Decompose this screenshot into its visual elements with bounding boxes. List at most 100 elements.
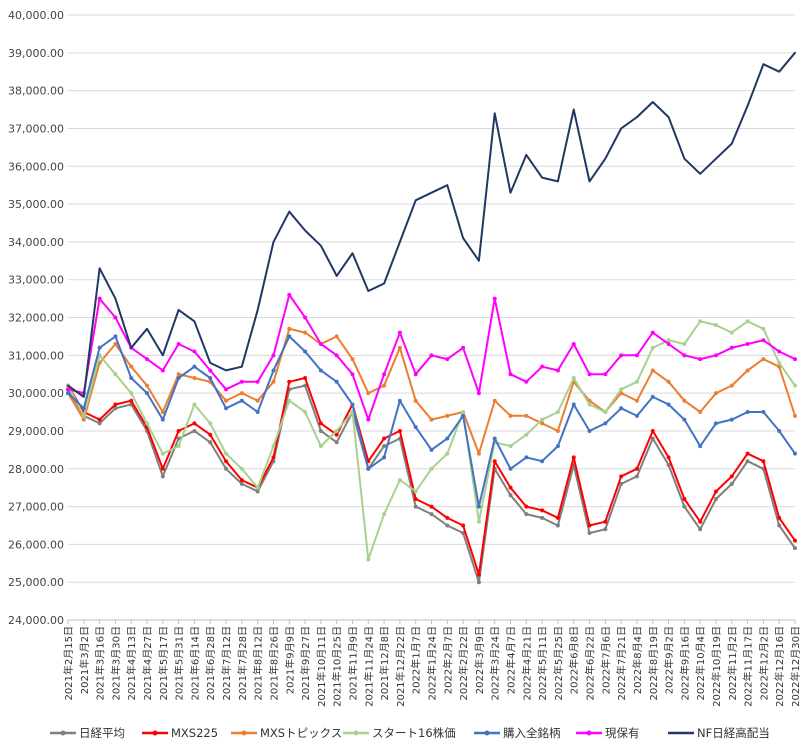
data-point <box>445 451 450 456</box>
data-point <box>445 436 450 441</box>
data-point <box>192 376 197 380</box>
y-axis-tick-labels: 24,000.00 25,000.00 26,000.00 27,000.00 28,0… <box>8 9 64 627</box>
series-2 <box>66 376 797 577</box>
gridlines <box>68 14 795 621</box>
data-point <box>397 345 402 350</box>
legend-item: 現保有 <box>576 726 640 740</box>
data-point <box>666 455 671 460</box>
x-tick-label: 2022年4月7日 <box>505 626 518 694</box>
data-point <box>587 531 592 536</box>
data-point <box>524 379 529 384</box>
data-point <box>666 341 671 346</box>
data-point <box>255 489 260 494</box>
data-point <box>729 345 734 350</box>
data-point <box>745 341 750 346</box>
series-4 <box>66 319 797 562</box>
data-point <box>318 341 323 346</box>
data-point <box>777 515 782 520</box>
data-point <box>761 338 766 343</box>
data-point <box>303 383 308 388</box>
data-point <box>113 406 118 411</box>
x-tick-label: 2022年1月24日 <box>426 626 439 701</box>
data-point <box>382 372 387 377</box>
data-point <box>97 296 102 301</box>
data-point <box>508 372 513 377</box>
legend-marker <box>152 730 158 736</box>
data-point <box>540 421 545 426</box>
data-point <box>239 478 244 483</box>
data-point <box>793 538 797 543</box>
data-point <box>334 428 339 433</box>
y-tick-label: 38,000.00 <box>8 85 64 98</box>
x-tick-label: 2021年9月27日 <box>299 626 312 701</box>
data-point <box>698 444 703 449</box>
data-point <box>476 451 481 456</box>
legend-label: 購入全銘柄 <box>503 726 561 740</box>
x-tick-label: 2021年3月2日 <box>78 626 91 694</box>
data-point <box>97 345 102 350</box>
data-point <box>271 353 276 358</box>
data-point <box>382 512 387 517</box>
data-point <box>650 368 655 373</box>
data-point <box>66 391 70 396</box>
data-point <box>350 357 355 362</box>
data-point <box>208 421 213 426</box>
x-tick-label: 2021年3月30日 <box>109 626 122 701</box>
data-point <box>508 485 513 490</box>
data-point <box>713 497 718 501</box>
data-point <box>160 474 165 479</box>
data-point <box>476 580 481 585</box>
data-point <box>461 345 466 350</box>
x-tick-label: 2022年12月2日 <box>757 626 770 701</box>
x-axis-tick-labels: 2021年2月15日 2021年3月2日 2021年3月16日 2021年3月30日 2… <box>62 620 800 707</box>
x-tick-label: 2022年5月25日 <box>552 626 565 701</box>
data-point <box>682 353 687 358</box>
data-point <box>492 436 497 441</box>
x-tick-label: 2022年7月21日 <box>615 626 628 701</box>
data-point <box>224 466 229 471</box>
x-tick-label: 2022年3月9日 <box>473 626 486 694</box>
data-point <box>303 315 308 320</box>
data-point <box>461 531 466 536</box>
data-point <box>729 481 734 486</box>
data-point <box>713 391 718 396</box>
data-point <box>666 402 671 407</box>
data-point <box>745 451 750 456</box>
legend-marker <box>586 730 592 736</box>
data-point <box>113 334 118 339</box>
data-point <box>476 519 481 524</box>
data-point <box>429 466 434 471</box>
data-point <box>682 341 687 346</box>
series-line <box>67 384 796 584</box>
x-tick-label: 2022年2月22日 <box>457 626 470 701</box>
data-point <box>145 383 150 388</box>
x-tick-label: 2022年1月7日 <box>410 626 423 694</box>
data-point <box>666 338 671 343</box>
data-point <box>698 519 703 524</box>
data-point <box>682 497 687 501</box>
data-point <box>698 410 703 415</box>
data-point <box>745 368 750 373</box>
data-point <box>413 504 418 509</box>
series-7 <box>67 51 796 398</box>
y-tick-label: 34,000.00 <box>8 236 64 249</box>
data-point <box>650 394 655 399</box>
data-point <box>97 421 102 426</box>
legend-item: スタート16株価 <box>343 726 456 740</box>
data-point <box>445 413 450 418</box>
x-tick-label: 2021年2月15日 <box>62 626 75 701</box>
data-point <box>192 428 197 433</box>
data-point <box>271 379 276 384</box>
data-point <box>334 379 339 384</box>
data-point <box>366 417 371 422</box>
x-tick-label: 2021年11月9日 <box>346 626 359 701</box>
data-point <box>587 402 592 407</box>
data-point <box>255 485 260 490</box>
series-3 <box>66 326 797 456</box>
x-tick-label: 2022年8月19日 <box>647 626 660 701</box>
data-point <box>160 466 165 471</box>
data-point <box>413 425 418 430</box>
data-point <box>334 353 339 358</box>
